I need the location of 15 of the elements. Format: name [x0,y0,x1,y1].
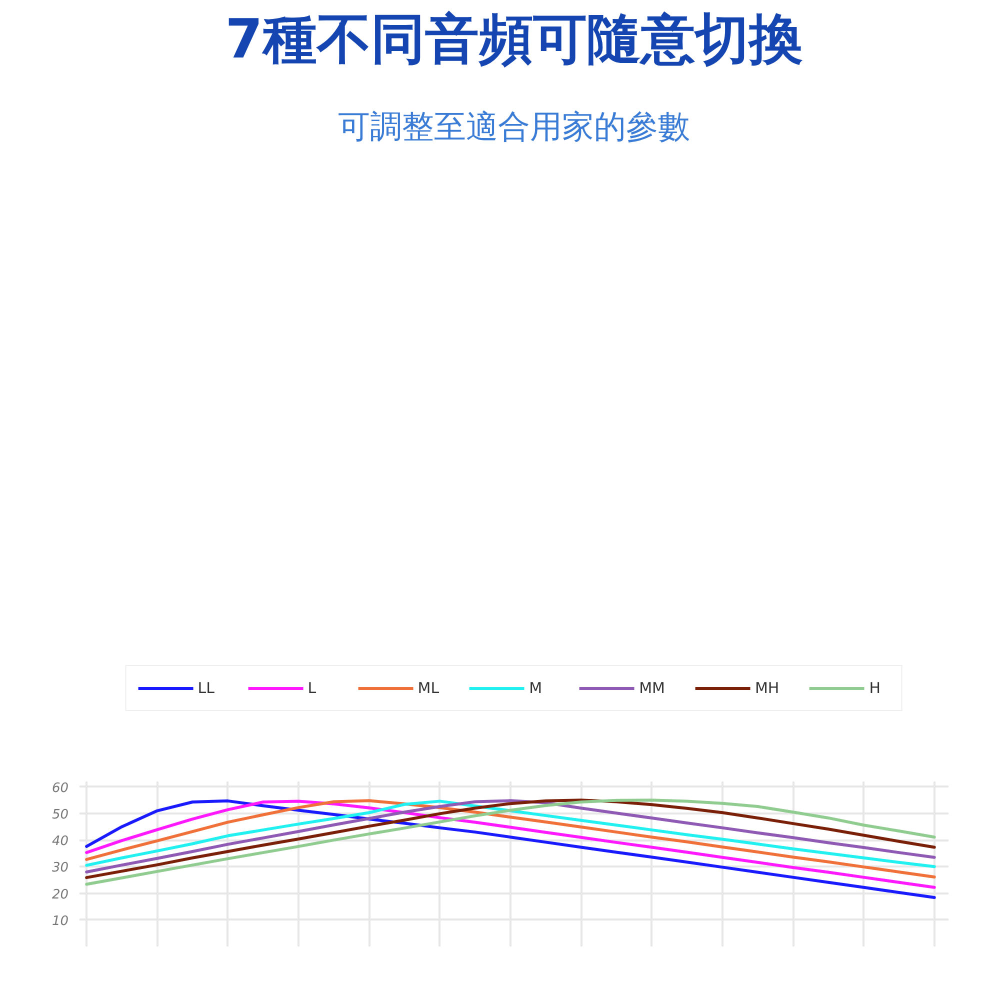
y-tick-label: 30 [52,860,69,876]
y-tick-label: 50 [52,807,69,822]
legend-label: MM [639,679,665,697]
legend-label: MH [754,679,780,697]
legend-label: M [529,679,544,697]
legend-label: ML [418,679,440,697]
legend-label: L [308,679,318,697]
y-tick-label: 60 [52,780,69,796]
y-tick-label: 40 [52,834,69,850]
chart-title: 7種不同音頻可隨意切換 [225,8,803,70]
legend-label: H [869,679,882,697]
y-tick-label: 10 [52,914,69,929]
legend-label: LL [198,679,216,697]
y-tick-label: 20 [52,887,69,902]
chart-subtitle: 可調整至適合用家的參數 [338,108,690,146]
